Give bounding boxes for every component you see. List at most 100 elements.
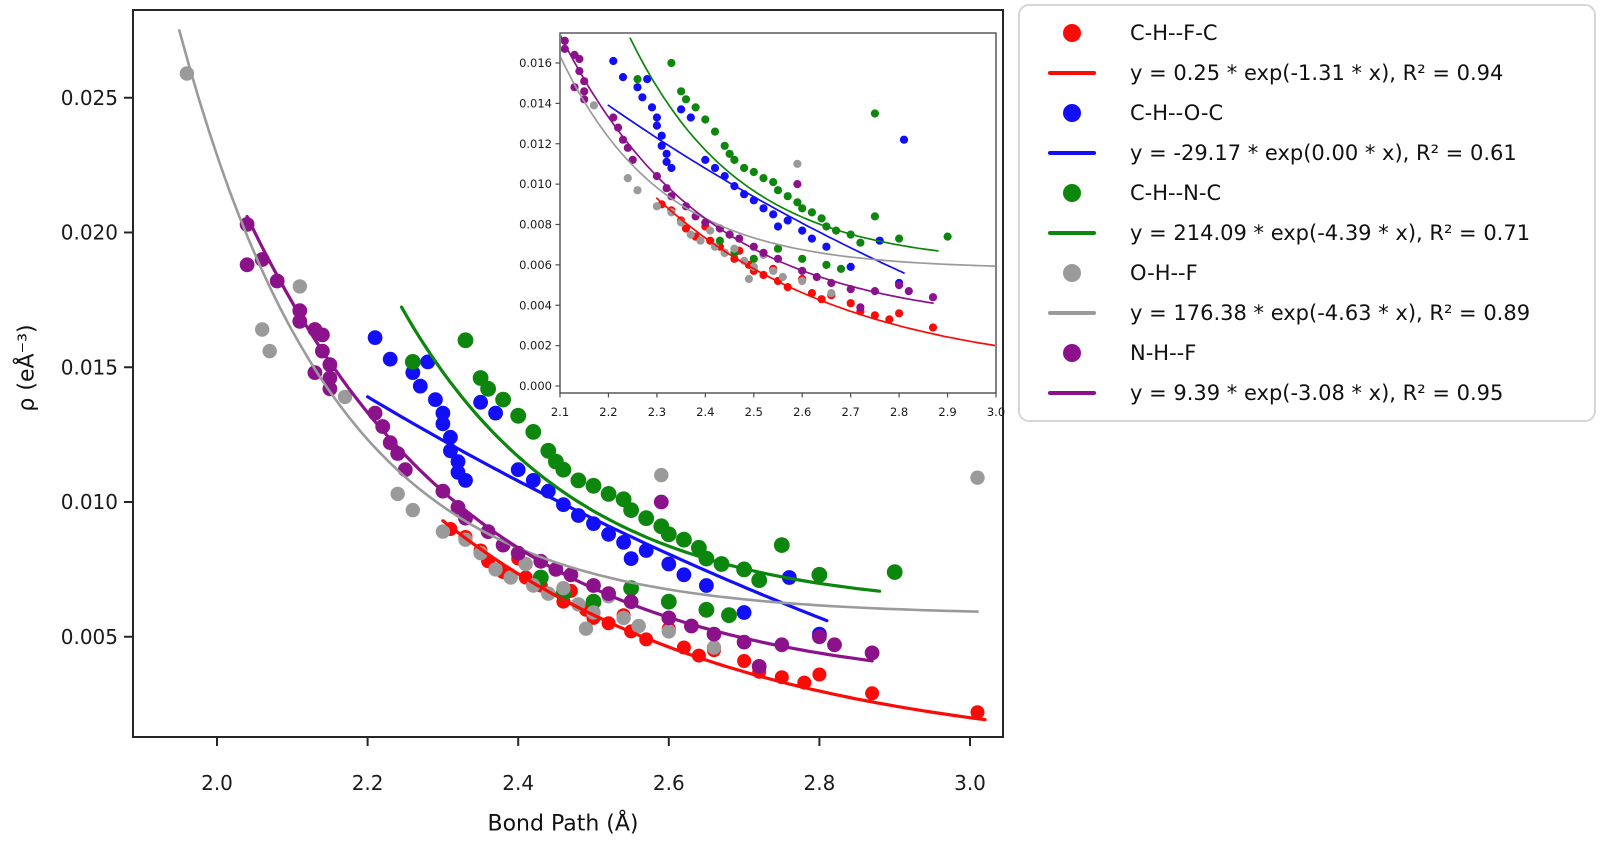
- choc-inset-scatter-point: [701, 155, 710, 164]
- choc-inset-scatter-point: [633, 83, 642, 92]
- choc-inset-scatter-point: [652, 121, 662, 130]
- nhf-inset-scatter-point: [628, 155, 637, 164]
- nhf-inset-scatter-point: [537, 0, 545, 7]
- ohf-inset-fit-line: [561, 56, 995, 267]
- chnc-inset-scatter-point: [720, 141, 729, 150]
- ohf-scatter-point: [405, 502, 420, 518]
- chfc-inset-scatter-point: [846, 299, 855, 308]
- nhf-inset-scatter-point: [618, 135, 628, 144]
- choc-inset-scatter-point: [662, 157, 671, 166]
- inset-y-tick-label: 0.002: [519, 339, 552, 353]
- chnc-scatter-point: [638, 510, 655, 527]
- ohf-inset-scatter-point: [633, 186, 642, 195]
- choc-scatter-point: [676, 567, 692, 583]
- nhf-scatter-point: [653, 494, 669, 510]
- nhf-scatter-point: [864, 645, 880, 661]
- inset-y-tick-label: 0.016: [519, 56, 552, 70]
- chnc-inset-scatter-point: [856, 238, 865, 247]
- choc-scatter-point: [450, 454, 466, 469]
- legend-marker-cell: [1028, 264, 1116, 282]
- choc-inset-scatter-point: [647, 103, 657, 112]
- nhf-scatter-point: [292, 314, 308, 329]
- chnc-scatter-point: [555, 461, 572, 478]
- chnc-inset-scatter-point: [773, 244, 783, 253]
- inset-plot-bg: [560, 33, 996, 393]
- choc-inset-scatter-point: [773, 222, 783, 231]
- chnc-inset-scatter-point: [730, 155, 739, 164]
- ohf-inset-scatter-point: [827, 289, 836, 298]
- nhf-fit-line: [245, 214, 874, 663]
- legend: C-H--F-C y = 0.25 * exp(-1.31 * x), R² = …: [1018, 4, 1596, 422]
- choc-scatter-point: [661, 556, 677, 572]
- nhf-inset-scatter-point: [856, 303, 865, 312]
- y-axis-label: ρ (eÅ⁻³): [14, 324, 40, 412]
- ohf-inset-scatter-point: [769, 266, 778, 275]
- main-plot-content: [178, 29, 987, 722]
- chnc-inset-scatter-point: [749, 167, 758, 177]
- choc-inset-scatter-point: [759, 204, 768, 213]
- inset-x-tick-label: 2.5: [745, 405, 763, 419]
- nhf-inset-scatter-point: [667, 192, 676, 201]
- chfc-inset-scatter-point: [681, 224, 691, 233]
- legend-marker-cell: [1028, 391, 1116, 395]
- choc-inset-scatter-point: [643, 75, 652, 84]
- chnc-inset-scatter-point: [807, 208, 817, 217]
- ohf-scatter-point: [616, 610, 631, 626]
- choc-scatter-point: [616, 535, 631, 550]
- ohf-scatter-point: [556, 581, 571, 596]
- legend-row-nhf-line: y = 9.39 * exp(-3.08 * x), R² = 0.95: [1028, 373, 1590, 413]
- legend-row-choc-line: y = -29.17 * exp(0.00 * x), R² = 0.61: [1028, 133, 1590, 173]
- choc-inset-scatter-point: [618, 73, 628, 82]
- chfc-inset-scatter-point: [870, 311, 880, 320]
- legend-marker-cell: [1028, 151, 1116, 155]
- choc-fitline-icon: [1048, 151, 1096, 155]
- chnc-scatter-point: [660, 526, 677, 543]
- legend-label: y = 214.09 * exp(-4.39 * x), R² = 0.71: [1130, 221, 1531, 245]
- chfc-fit-line: [441, 519, 987, 722]
- chnc-inset-scatter-point: [677, 87, 686, 96]
- choc-fit-line: [366, 395, 829, 623]
- chnc-inset-scatter-point: [895, 234, 904, 243]
- chnc-inset-scatter-point: [822, 260, 831, 269]
- x-axis-label: Bond Path (Å): [487, 811, 639, 837]
- chfc-inset-scatter-point: [928, 323, 938, 332]
- nhf-scatter-point: [375, 419, 391, 434]
- choc-scatter-point: [473, 394, 488, 410]
- main-y-tick-label: 0.010: [61, 490, 118, 514]
- choc-inset-fit-line: [607, 104, 905, 274]
- ohf-scatter-point: [390, 486, 405, 502]
- inset-x-tick-label: 2.9: [938, 405, 956, 419]
- inset-plot-content: [537, 0, 995, 347]
- chnc-inset-scatter-point: [943, 232, 952, 241]
- inset-y-tick-label: 0.010: [519, 177, 552, 191]
- choc-inset-scatter-point: [657, 131, 666, 140]
- nhf-scatter-point: [382, 435, 398, 451]
- chfc-scatter-point: [737, 654, 752, 668]
- choc-scatter-point: [412, 378, 428, 394]
- ohf-scatter-point: [337, 389, 353, 405]
- chfc-inset-scatter-point: [895, 309, 904, 318]
- chnc-scatter-point: [773, 537, 790, 553]
- ohf-inset-scatter-point: [589, 101, 599, 110]
- nhf-inset-scatter-point: [662, 184, 671, 193]
- ohf-inset-scatter-point: [706, 226, 715, 235]
- ohf-inset-scatter-point: [730, 244, 739, 253]
- ohf-scatter-point: [292, 279, 307, 294]
- choc-scatter-point: [458, 473, 473, 488]
- chnc-inset-scatter-point: [798, 254, 807, 263]
- choc-scatter-point: [601, 526, 616, 542]
- chnc-scatter-point: [811, 566, 828, 583]
- legend-row-chfc-dot: C-H--F-C: [1028, 13, 1590, 53]
- chnc-inset-scatter-point: [749, 254, 758, 263]
- inset-y-tick-label: 0.000: [519, 379, 552, 393]
- inset-y-tick-label: 0.014: [519, 96, 552, 110]
- chnc-scatter-point: [886, 564, 903, 580]
- chnc-scatter-point: [698, 601, 715, 618]
- chnc-scatter-point: [495, 391, 511, 408]
- nhf-inset-scatter-point: [614, 123, 623, 132]
- nhf-inset-scatter-point: [735, 234, 744, 243]
- chnc-inset-scatter-point: [769, 178, 778, 187]
- legend-marker-cell: [1028, 231, 1116, 235]
- ohf-fitline-icon: [1048, 311, 1096, 315]
- choc-inset-scatter-point: [899, 135, 909, 144]
